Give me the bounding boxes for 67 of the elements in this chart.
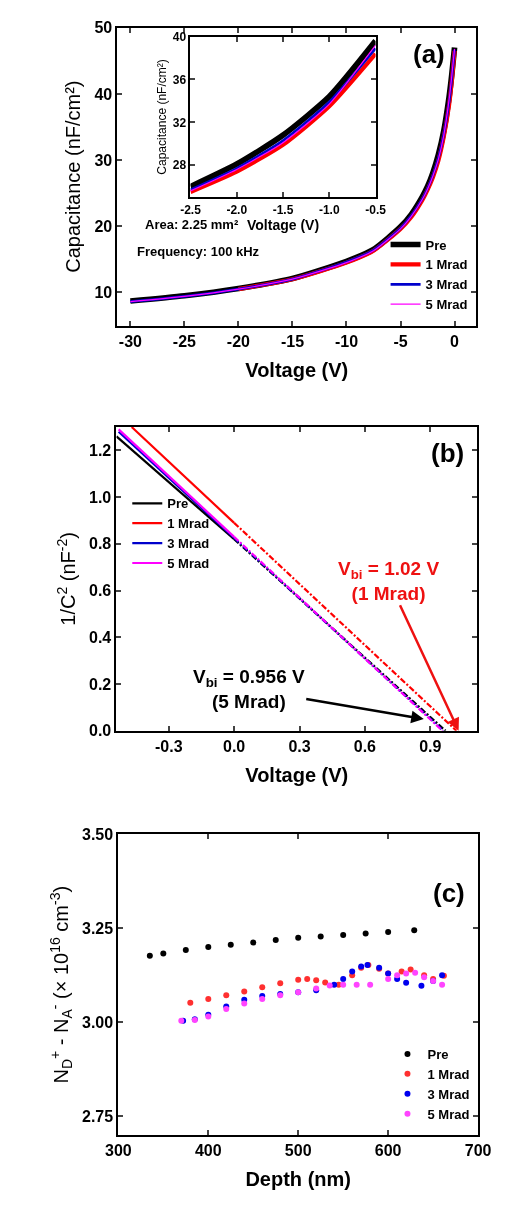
x-tick-label: 0.3	[288, 737, 311, 755]
legend-label: 5 Mrad	[167, 556, 210, 572]
x-tick-label: 0.6	[353, 737, 377, 755]
y-tick-label: 3.00	[82, 1013, 114, 1031]
y-tick-label: 50	[94, 19, 113, 37]
y-tick-label: 30	[94, 151, 113, 169]
legend-label: Pre	[427, 1047, 449, 1063]
y-tick-label: 1.2	[89, 442, 112, 460]
x-tick-label: -1.0	[318, 202, 340, 217]
annotation: V$_{bi}$ = 1.02 V (1 Mrad)	[338, 558, 440, 604]
legend-label: 3 Mrad	[425, 277, 468, 293]
x-tick-label: -2.5	[180, 202, 202, 217]
x-tick-label: 0.0	[223, 737, 246, 755]
y-tick-label: 0.6	[89, 582, 112, 600]
y-tick-label: 40	[94, 85, 113, 103]
x-axis-title: Voltage (V)	[245, 763, 349, 786]
y-tick-label: 28	[172, 158, 187, 173]
annotation: Area: 2.25 mm²	[145, 217, 239, 232]
x-tick-label: -20	[226, 332, 251, 350]
y-tick-label: 3.50	[82, 825, 114, 843]
x-tick-label: -5	[393, 332, 408, 350]
y-tick-label: 10	[94, 284, 113, 302]
x-tick-label: -0.5	[365, 202, 387, 217]
x-axis-title: Voltage (V)	[246, 216, 320, 233]
x-tick-label: -2.0	[226, 202, 248, 217]
y-tick-label: 40	[172, 29, 187, 44]
x-tick-label: 600	[374, 1142, 402, 1160]
x-tick-label: -15	[280, 332, 305, 350]
x-tick-label: 0.9	[419, 737, 442, 755]
annotation: V$_{bi}$ = 0.956 V (5 Mrad)	[193, 666, 305, 712]
legend-label: Pre	[425, 237, 447, 253]
legend-label: 3 Mrad	[167, 536, 210, 552]
legend-label: 3 Mrad	[427, 1086, 470, 1102]
x-tick-label: -25	[172, 332, 197, 350]
x-tick-label: 400	[194, 1142, 222, 1160]
x-tick-label: -30	[118, 332, 143, 350]
y-tick-label: 36	[172, 72, 187, 87]
y-tick-label: 3.25	[82, 919, 114, 937]
annotation: (a)	[413, 39, 445, 69]
x-tick-label: -0.3	[154, 737, 183, 755]
x-tick-label: 0	[450, 332, 460, 350]
y-tick-label: 20	[94, 217, 113, 235]
x-tick-label: 300	[105, 1142, 132, 1160]
annotation: Frequency: 100 kHz	[137, 244, 260, 259]
y-tick-label: 2.75	[82, 1107, 114, 1125]
x-tick-label: 700	[464, 1142, 492, 1160]
x-tick-label: 500	[284, 1142, 312, 1160]
annotation: (b)	[431, 438, 465, 468]
legend-label: 5 Mrad	[427, 1106, 470, 1122]
y-tick-label: 0.2	[89, 675, 112, 693]
x-axis-title: Depth (nm)	[245, 1168, 351, 1191]
y-tick-label: 0.4	[89, 628, 112, 646]
legend-label: Pre	[167, 496, 189, 512]
x-tick-label: -10	[334, 332, 359, 350]
y-tick-label: 1.0	[89, 488, 112, 506]
y-tick-label: 32	[172, 115, 187, 130]
legend-label: 1 Mrad	[425, 257, 468, 273]
legend-label: 1 Mrad	[167, 516, 210, 532]
legend-label: 5 Mrad	[425, 297, 468, 313]
annotation: (c)	[433, 878, 465, 908]
x-axis-title: Voltage (V)	[245, 358, 349, 381]
y-axis-title: Capacitance (nF/cm²)	[154, 59, 169, 175]
y-tick-label: 0.8	[89, 535, 112, 553]
y-axis-title: Capacitance (nF/cm²)	[62, 80, 85, 273]
legend-label: 1 Mrad	[427, 1066, 470, 1082]
x-tick-label: -1.5	[272, 202, 294, 217]
y-tick-label: 0.0	[89, 722, 112, 740]
